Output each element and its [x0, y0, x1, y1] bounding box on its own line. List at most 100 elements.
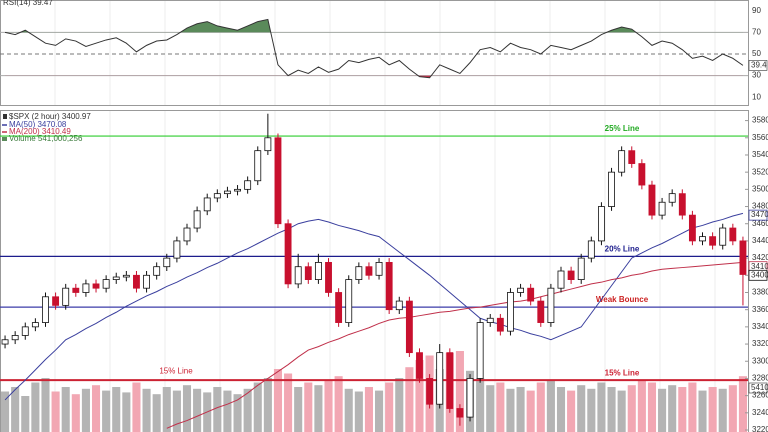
candle-body: [507, 292, 514, 332]
y-tick-label: 3300: [752, 356, 768, 365]
volume-bar: [284, 373, 293, 432]
y-tick-label: 3460: [752, 219, 768, 228]
volume-bar: [162, 387, 171, 432]
volume-bar: [71, 394, 80, 432]
candle-body: [699, 236, 706, 242]
y-tick-label: 3440: [752, 236, 768, 245]
level-label: 20% Line: [605, 244, 640, 253]
y-tick-label: 50: [752, 49, 761, 58]
volume-bar: [243, 388, 252, 432]
volume-bar: [1, 391, 10, 432]
candle-body: [476, 322, 484, 379]
volume-bar: [516, 387, 525, 432]
volume-bar: [193, 388, 202, 432]
legend-label: MA(200) 3410.49: [9, 127, 71, 136]
candle-body: [688, 214, 696, 242]
candle-body: [567, 270, 575, 280]
candle-body: [527, 287, 535, 302]
price-tag: [748, 269, 768, 281]
volume-bar: [567, 390, 576, 432]
volume-bar: [395, 378, 404, 432]
candle-body: [618, 150, 626, 173]
y-tick-label: 3360: [752, 305, 768, 314]
volume-bar: [51, 391, 60, 432]
candle-body: [21, 326, 29, 336]
volume-bar: [112, 387, 121, 432]
candle-body: [416, 352, 423, 379]
y-tick-label: 3320: [752, 339, 768, 348]
candle-body: [517, 287, 525, 293]
candle-body: [234, 188, 241, 192]
legend-label: MA(50) 3470.08: [9, 120, 67, 129]
candle-body: [193, 210, 201, 229]
volume-bar: [728, 385, 737, 432]
candle-body: [42, 296, 49, 323]
volume-tag-label: 5410: [751, 383, 768, 392]
volume-bar: [668, 385, 677, 432]
candle-body: [82, 283, 90, 293]
volume-bar: [738, 376, 747, 432]
volume-bar: [607, 387, 616, 432]
candle-body: [668, 193, 676, 203]
candle-body: [163, 257, 171, 268]
volume-bar: [587, 388, 596, 432]
candle-body: [365, 266, 373, 276]
volume-bar: [385, 382, 394, 432]
volume-bar: [132, 382, 141, 432]
candle-body: [1, 339, 9, 345]
price-tag-label: 3410: [751, 262, 768, 271]
volume-bar: [364, 387, 373, 432]
candle-body: [122, 274, 130, 278]
candle-body: [678, 193, 686, 216]
candle-body: [395, 300, 403, 311]
volume-tag: [748, 382, 768, 394]
volume-bar: [41, 378, 50, 432]
volume-bar: [142, 388, 151, 432]
candle-body: [658, 201, 666, 216]
legend-swatch: [2, 137, 7, 141]
volume-bar: [415, 360, 424, 432]
candle-body: [284, 223, 292, 285]
candle-body: [264, 137, 272, 152]
candle-body: [638, 163, 646, 186]
volume-bar: [708, 387, 717, 432]
volume-bar: [536, 382, 545, 432]
y-tick-label: 3380: [752, 288, 768, 297]
candle-body: [304, 266, 312, 280]
candle-body: [598, 206, 605, 242]
volume-bar: [455, 351, 464, 432]
candle-body: [314, 262, 322, 280]
volume-bar: [546, 379, 555, 432]
y-tick-label: 3260: [752, 391, 768, 400]
candle-body: [294, 266, 302, 285]
volume-bar: [21, 396, 30, 432]
candle-body: [173, 240, 181, 259]
candle-body: [133, 274, 140, 289]
candle-body: [183, 227, 191, 242]
volume-bar: [405, 367, 414, 432]
volume-bar: [597, 382, 606, 432]
volume-bar: [678, 387, 687, 432]
candle-body: [486, 317, 494, 323]
y-tick-label: 90: [752, 6, 761, 15]
level-label: Weak Bounce: [596, 295, 649, 304]
candle-body: [11, 335, 19, 341]
candle-body: [426, 378, 434, 405]
volume-bar: [577, 385, 586, 432]
y-tick-label: 3520: [752, 167, 768, 176]
candle-body: [739, 240, 747, 275]
volume-bar: [698, 390, 707, 432]
y-tick-label: 3340: [752, 322, 768, 331]
candle-body: [52, 296, 60, 306]
candle-body: [335, 292, 343, 323]
volume-bar: [486, 385, 495, 432]
candle-body: [436, 352, 444, 405]
y-tick-label: 3480: [752, 202, 768, 211]
candle-body: [223, 190, 231, 195]
volume-bar: [556, 387, 566, 432]
volume-bar: [273, 369, 283, 432]
price-tag-label: 3400: [751, 270, 768, 279]
volume-bar: [617, 390, 626, 432]
candle-body: [608, 171, 615, 207]
y-tick-label: 3240: [752, 408, 768, 417]
